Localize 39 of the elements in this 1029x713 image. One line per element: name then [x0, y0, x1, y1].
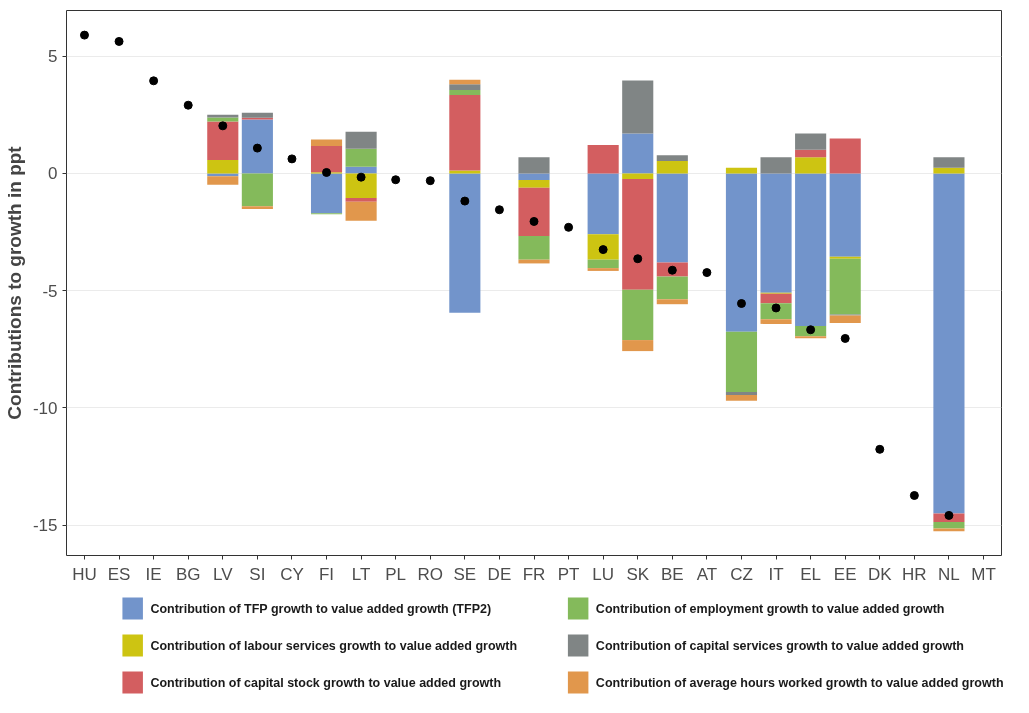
- x-tick-label: CZ: [730, 564, 753, 584]
- x-tick-label: ES: [107, 564, 131, 584]
- x-tick-label: AT: [696, 564, 718, 584]
- x-tick-label: HR: [902, 564, 927, 584]
- x-tick-label: NL: [938, 564, 960, 584]
- x-tick-label: BE: [660, 564, 684, 584]
- x-tick-label: LV: [213, 564, 234, 584]
- y-tick-label: -15: [32, 516, 58, 536]
- legend-label: Contribution of employment growth to value added growth: [595, 601, 945, 616]
- x-tick-label: FR: [522, 564, 546, 584]
- x-tick-label: MT: [971, 564, 996, 584]
- x-tick-label: RO: [417, 564, 444, 584]
- legend-label: Contribution of TFP growth to value added growth (TFP2): [150, 601, 492, 616]
- legend-label: Contribution of labour services growth to value added growth: [150, 638, 518, 653]
- x-tick-label: LU: [592, 564, 615, 584]
- x-tick-label: IE: [145, 564, 162, 584]
- x-tick-label: HU: [72, 564, 97, 584]
- y-tick-label: 0: [48, 164, 58, 184]
- x-tick-label: CY: [280, 564, 304, 584]
- x-tick-label: DK: [867, 564, 893, 584]
- x-tick-label: BG: [175, 564, 201, 584]
- x-tick-label: EL: [800, 564, 822, 584]
- legend-label: Contribution of capital services growth to value added growth: [595, 638, 964, 653]
- legend-label: Contribution of capital stock growth to value added growth: [150, 675, 502, 690]
- legend-label: Contribution of average hours worked growth to value added growth: [595, 675, 1004, 690]
- x-tick-label: LT: [351, 564, 371, 584]
- x-tick-label: IT: [768, 564, 784, 584]
- y-tick-label: -10: [32, 398, 58, 418]
- x-tick-label: SK: [626, 564, 650, 584]
- x-tick-label: SI: [249, 564, 266, 584]
- y-axis-title: Contributions to growth in ppt: [3, 145, 25, 420]
- x-tick-label: SE: [453, 564, 477, 584]
- x-tick-label: FI: [318, 564, 335, 584]
- y-tick-label: 5: [48, 47, 58, 67]
- y-tick-label: -5: [42, 281, 58, 301]
- x-tick-label: PT: [557, 564, 580, 584]
- x-tick-label: DE: [487, 564, 512, 584]
- x-tick-label: EE: [833, 564, 857, 584]
- x-tick-label: PL: [385, 564, 407, 584]
